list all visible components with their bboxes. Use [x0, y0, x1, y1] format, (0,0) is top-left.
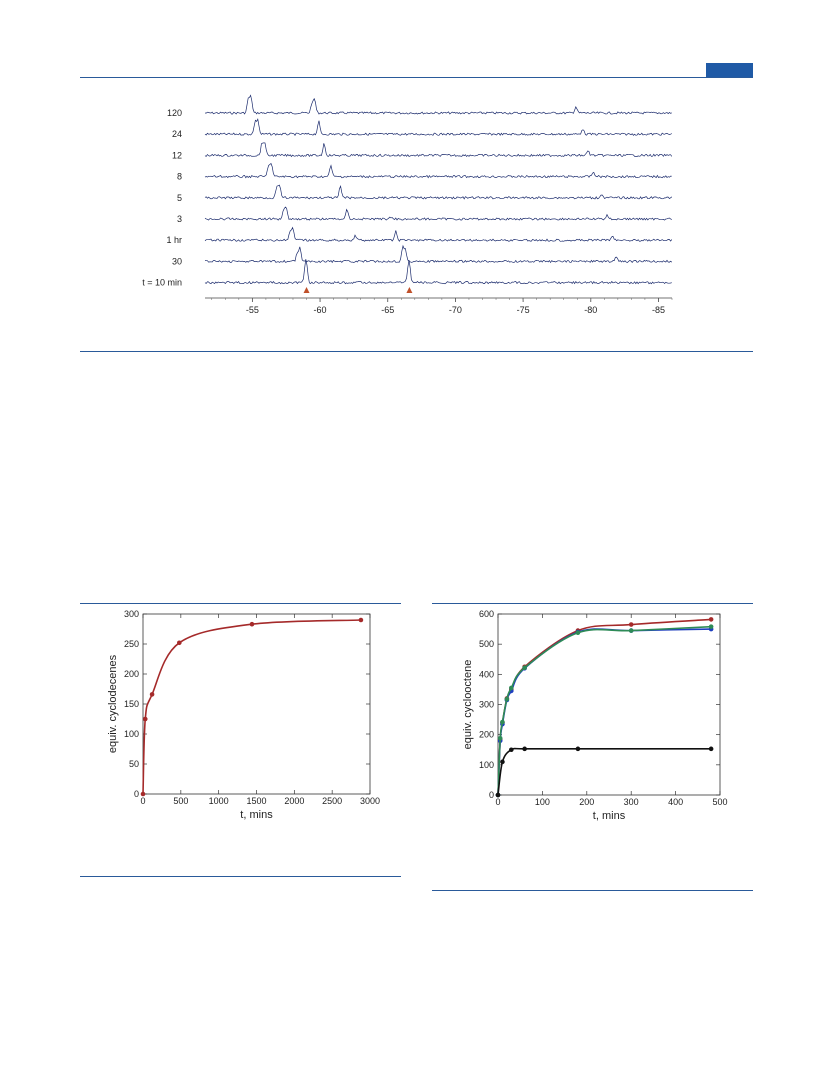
x-tick-label: 2500 — [322, 796, 342, 806]
x-tick-label: 100 — [535, 797, 550, 807]
data-point — [708, 624, 714, 629]
data-point — [628, 622, 634, 627]
y-axis-label: equiv. cyclodecenes — [107, 654, 119, 753]
data-point — [177, 640, 182, 646]
x-tick-label: 1500 — [246, 796, 266, 806]
data-point — [575, 630, 581, 636]
x-tick-label: 1000 — [209, 796, 229, 806]
x-tick-label: 300 — [624, 797, 639, 807]
trace-label: 24 — [172, 129, 182, 139]
y-tick-label: 500 — [479, 639, 494, 649]
spectrum-trace — [204, 118, 672, 136]
y-tick-label: 0 — [134, 789, 139, 799]
data-point — [509, 747, 514, 753]
x-axis-label: t, mins — [593, 810, 626, 822]
y-tick-label: 600 — [479, 609, 494, 619]
y-tick-label: 200 — [124, 669, 139, 679]
data-point — [249, 621, 255, 627]
trace-label: 1 hr — [166, 235, 182, 245]
x-tick-label: 500 — [712, 797, 727, 807]
spectrum-trace — [204, 184, 673, 200]
data-point — [504, 696, 510, 702]
trace-label: 120 — [167, 108, 182, 118]
trace-label: 5 — [177, 193, 182, 203]
spectrum-trace — [204, 259, 672, 285]
spectrum-trace — [204, 244, 673, 264]
data-point — [708, 617, 714, 622]
spectrum-trace — [204, 162, 672, 179]
nmr-x-tick-label: -60 — [314, 305, 327, 315]
series-line — [142, 619, 361, 795]
spectrum-trace — [204, 94, 672, 115]
y-axis-label: equiv. cyclooctene — [462, 660, 474, 750]
spectrum-trace — [204, 142, 673, 158]
x-tick-label: 400 — [668, 797, 683, 807]
x-axis-label: t, mins — [240, 809, 273, 821]
figure-2-top-rule — [80, 603, 401, 604]
trace-label: 8 — [177, 172, 182, 182]
trace-label: 3 — [177, 214, 182, 224]
data-point — [140, 791, 146, 797]
x-tick-label: 500 — [173, 796, 188, 806]
x-tick-label: 3000 — [360, 796, 380, 806]
data-point — [500, 759, 505, 765]
spectrum-trace — [204, 226, 673, 242]
figure-3-bottom-rule — [432, 890, 753, 891]
trace-label: 12 — [172, 150, 182, 160]
y-tick-label: 250 — [124, 639, 139, 649]
data-point — [628, 628, 634, 633]
data-point — [358, 617, 364, 623]
nmr-x-tick-label: -55 — [246, 305, 259, 315]
y-tick-label: 50 — [129, 759, 139, 769]
nmr-x-tick-label: -75 — [517, 305, 530, 315]
y-tick-label: 0 — [489, 790, 494, 800]
trace-label: 30 — [172, 256, 182, 266]
y-tick-label: 150 — [124, 699, 139, 709]
x-tick-label: 0 — [495, 797, 500, 807]
series-line — [497, 625, 712, 796]
data-point — [522, 746, 527, 752]
y-tick-label: 100 — [124, 729, 139, 739]
nmr-x-tick-label: -70 — [449, 305, 462, 315]
figure-2-bottom-rule — [80, 876, 401, 877]
figure-1-bottom-rule — [80, 351, 753, 352]
y-tick-label: 400 — [479, 669, 494, 679]
y-tick-label: 300 — [479, 700, 494, 710]
data-point — [149, 692, 155, 697]
spectrum-trace — [204, 206, 672, 221]
series-line — [497, 747, 712, 796]
series-line — [497, 618, 712, 796]
x-tick-label: 2000 — [284, 796, 304, 806]
trace-label: t = 10 min — [142, 278, 182, 288]
header-rule — [80, 77, 753, 78]
y-tick-label: 200 — [479, 730, 494, 740]
data-point — [500, 719, 505, 725]
data-point — [495, 792, 501, 798]
data-point — [142, 716, 148, 722]
y-tick-label: 300 — [124, 609, 139, 619]
data-point — [497, 735, 503, 741]
x-tick-label: 200 — [579, 797, 594, 807]
data-point — [575, 746, 581, 752]
figure-3-top-rule — [432, 603, 753, 604]
nmr-x-tick-label: -65 — [381, 305, 394, 315]
nmr-x-tick-label: -80 — [584, 305, 597, 315]
peak-marker — [406, 287, 413, 293]
x-tick-label: 0 — [140, 796, 145, 806]
nmr-x-tick-label: -85 — [652, 305, 665, 315]
data-point — [509, 685, 514, 691]
y-tick-label: 100 — [479, 760, 494, 770]
peak-marker — [303, 287, 310, 293]
header-tab — [706, 63, 753, 77]
series-line — [497, 628, 712, 796]
plot-frame — [497, 613, 721, 796]
data-point — [522, 665, 527, 670]
data-point — [708, 746, 714, 752]
